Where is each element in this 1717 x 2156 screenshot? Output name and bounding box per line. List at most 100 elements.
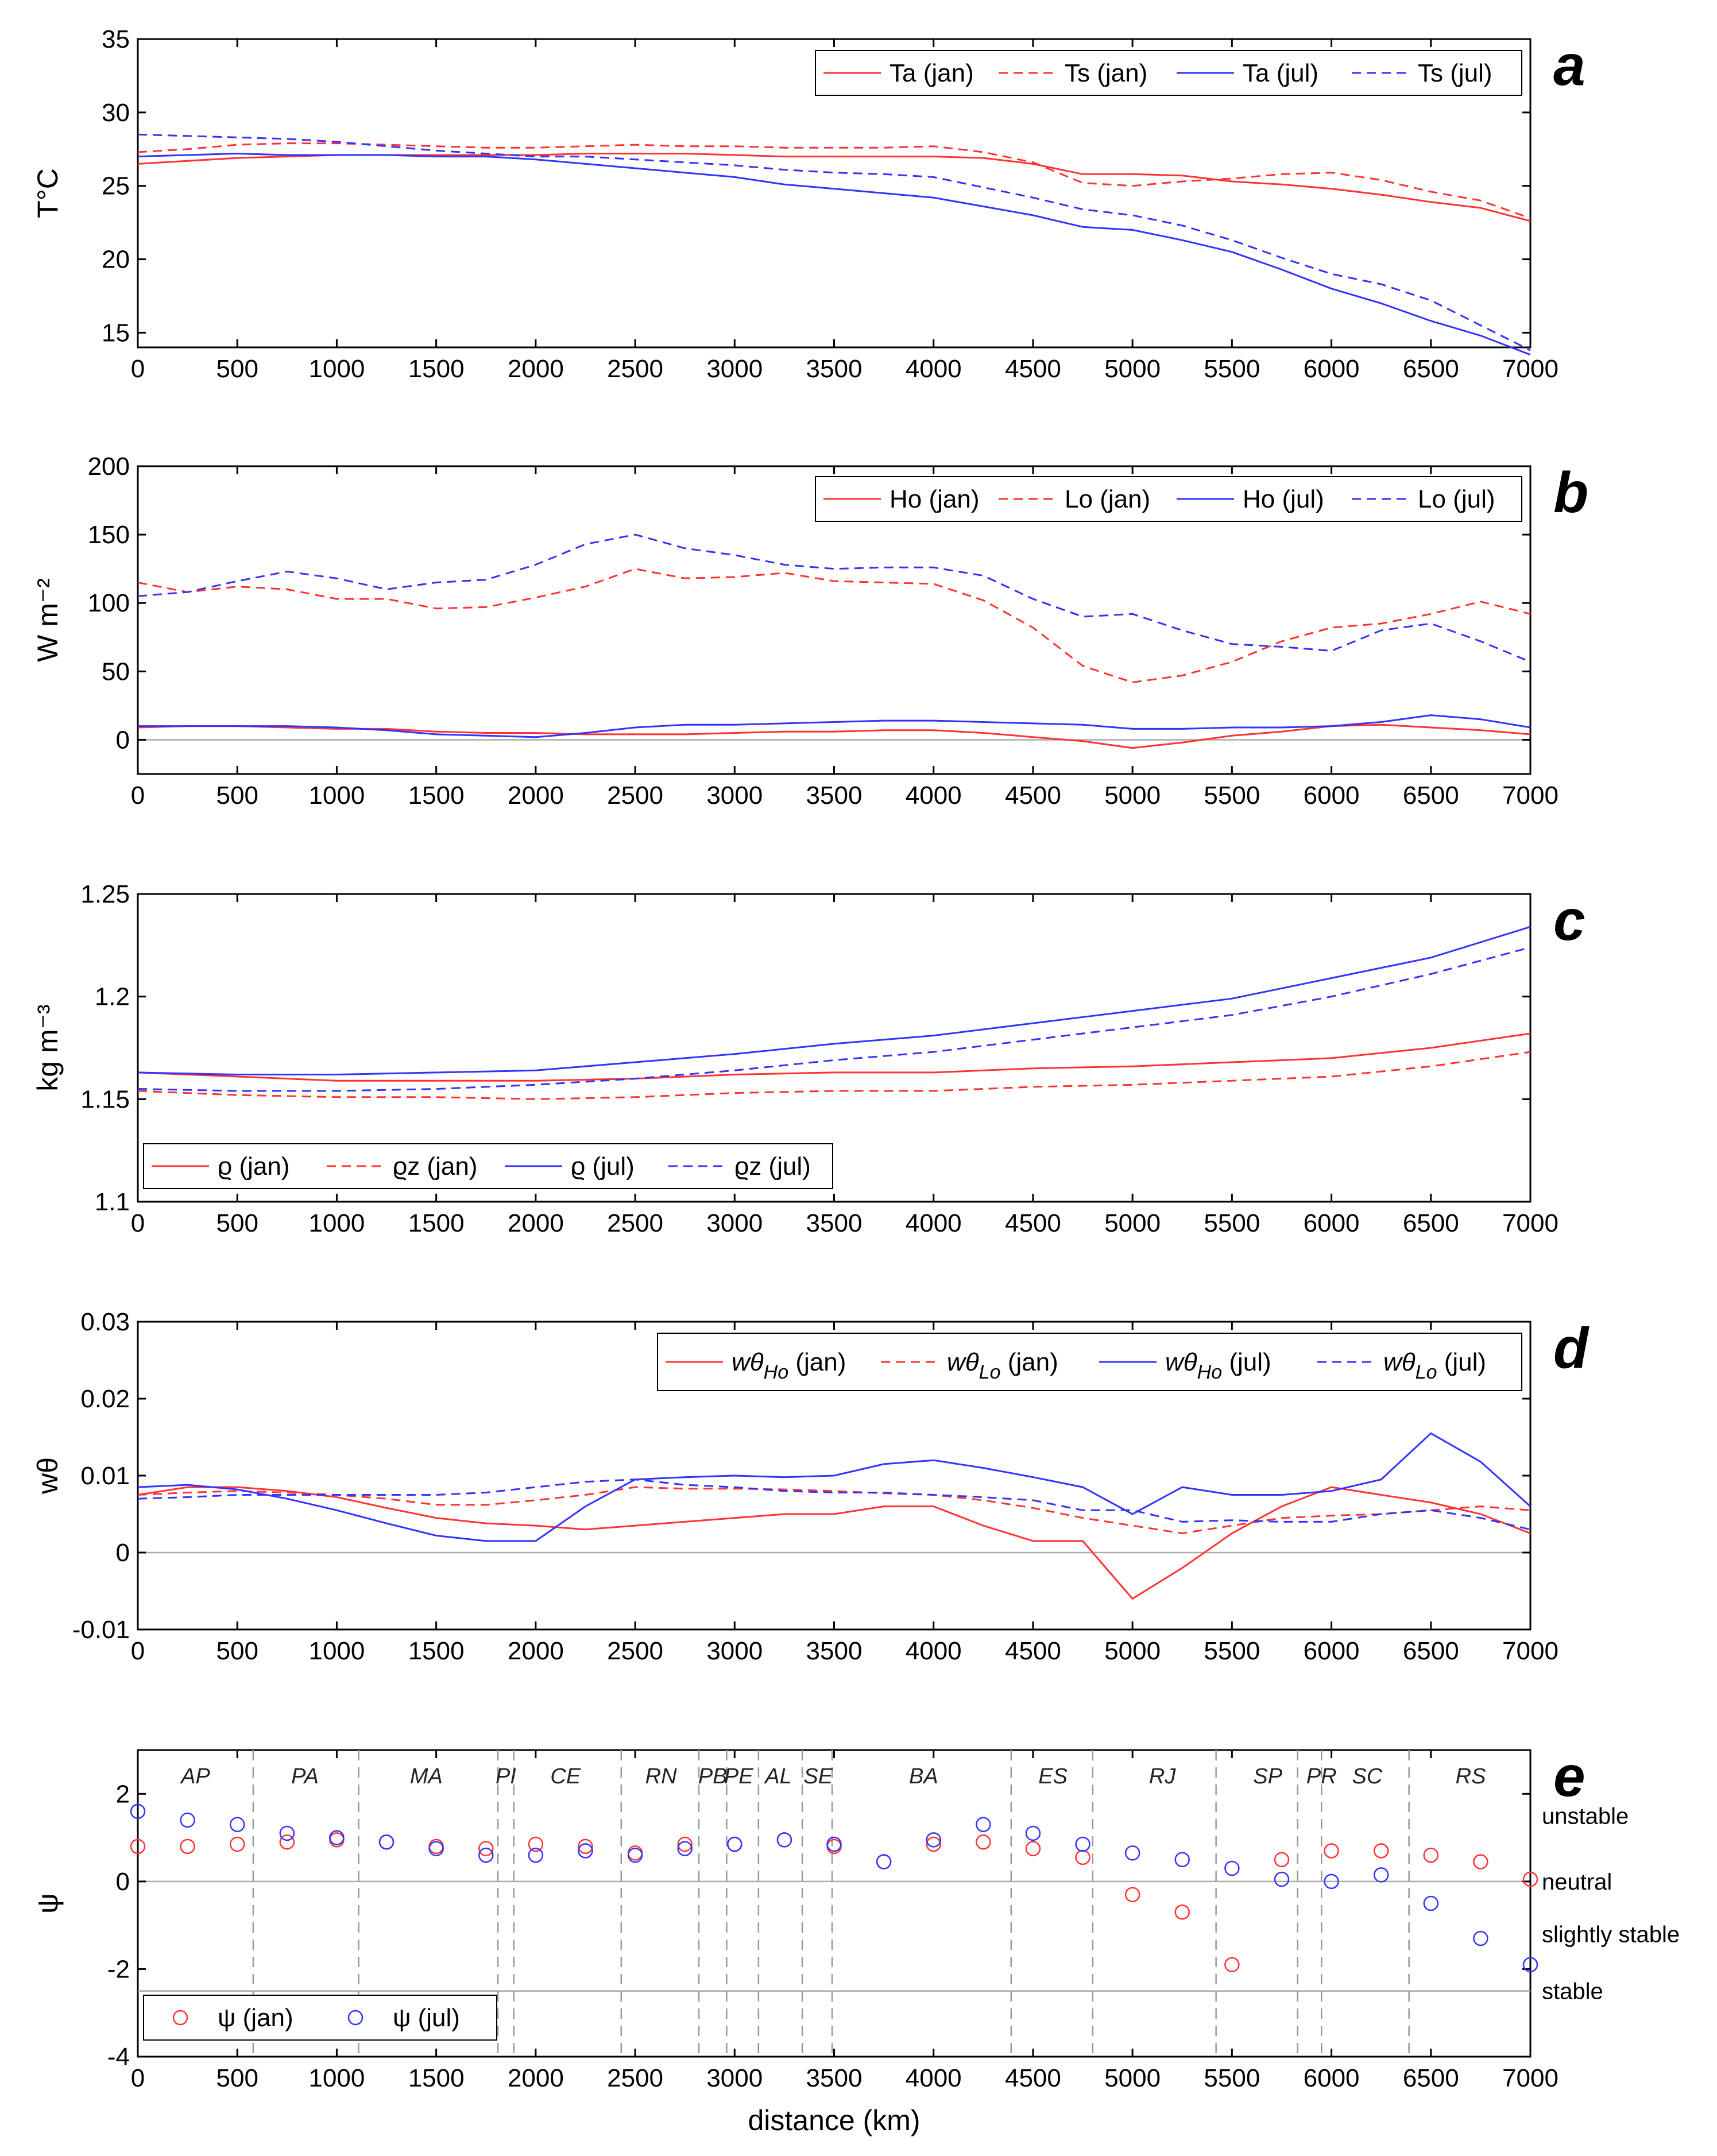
region-label-rj: RJ <box>1149 1764 1176 1789</box>
x-tick-label: 5000 <box>1104 355 1161 383</box>
x-tick-label: 4000 <box>906 781 962 810</box>
legend-swatch <box>347 2010 363 2026</box>
x-tick-label: 3000 <box>706 781 763 810</box>
x-tick-label: 500 <box>216 2064 258 2092</box>
y-tick-label: 0 <box>116 1868 130 1896</box>
legend-entry: ϱ (jan) <box>218 1152 289 1180</box>
x-tick-label: 4000 <box>906 1637 962 1665</box>
x-tick-label: 0 <box>131 2064 145 2092</box>
x-tick-label: 4000 <box>906 355 962 383</box>
x-tick-label: 6000 <box>1304 2064 1360 2092</box>
y-tick-label: 35 <box>102 25 130 53</box>
series-point-e-0 <box>1522 1871 1538 1887</box>
x-tick-label: 2000 <box>508 1209 564 1237</box>
region-label-es: ES <box>1038 1764 1068 1789</box>
y-axis-label-a: T°C <box>32 168 64 218</box>
legend-entry: wθLo (jul) <box>1383 1348 1486 1383</box>
series-point-e-1 <box>1522 1957 1538 1973</box>
series-point-e-1 <box>826 1836 842 1852</box>
y-tick-label: -4 <box>107 2043 130 2071</box>
series-point-e-0 <box>1373 1843 1389 1859</box>
legend-entry: ψ (jul) <box>393 2004 460 2032</box>
y-tick-label: -2 <box>107 1955 130 1983</box>
x-tick-label: 6500 <box>1403 355 1459 383</box>
x-tick-label: 1500 <box>408 355 465 383</box>
region-label-ma: MA <box>410 1764 443 1789</box>
y-tick-label: 1.25 <box>80 880 130 908</box>
y-tick-label: 100 <box>88 589 130 617</box>
series-line-b-1 <box>137 568 1531 683</box>
x-tick-label: 6500 <box>1403 1209 1459 1237</box>
x-tick-label: 0 <box>131 1637 145 1665</box>
x-tick-label: 3000 <box>706 2064 763 2092</box>
x-tick-label: 1000 <box>308 1209 365 1237</box>
y-tick-label: 30 <box>102 99 130 127</box>
x-tick-label: 5500 <box>1204 1209 1260 1237</box>
x-tick-label: 2500 <box>607 2064 663 2092</box>
x-tick-label: 1000 <box>308 2064 365 2092</box>
x-tick-label: 5000 <box>1104 2064 1161 2092</box>
y-tick-label: 0 <box>116 726 130 754</box>
y-tick-label: 1.15 <box>80 1085 130 1113</box>
series-point-e-1 <box>677 1841 693 1856</box>
x-tick-label: 6000 <box>1304 1209 1360 1237</box>
series-line-c-0 <box>137 1032 1531 1082</box>
series-point-e-1 <box>428 1841 444 1856</box>
legend-entry: Ta (jul) <box>1243 59 1318 87</box>
region-label-sp: SP <box>1253 1764 1282 1789</box>
x-tick-label: 5000 <box>1104 781 1161 810</box>
x-axis-label: distance (km) <box>748 2104 920 2136</box>
series-point-e-0 <box>1124 1887 1140 1902</box>
series-point-e-1 <box>478 1847 494 1863</box>
x-tick-label: 1500 <box>408 1209 465 1237</box>
x-tick-label: 4000 <box>906 2064 962 2092</box>
region-label-rs: RS <box>1456 1764 1486 1789</box>
x-tick-label: 7000 <box>1502 2064 1559 2092</box>
series-point-e-1 <box>279 1825 295 1841</box>
y-tick-label: 50 <box>102 657 130 686</box>
x-tick-label: 1500 <box>408 1637 465 1665</box>
y-axis-label-b: W m⁻² <box>32 578 64 662</box>
series-point-e-0 <box>677 1836 693 1852</box>
series-line-a-3 <box>137 133 1531 351</box>
series-point-e-1 <box>1423 1895 1439 1911</box>
series-point-e-1 <box>1174 1852 1190 1867</box>
series-point-e-1 <box>1025 1825 1041 1841</box>
x-tick-label: 6500 <box>1403 2064 1459 2092</box>
x-tick-label: 2000 <box>508 1637 564 1665</box>
legend-entry: ϱz (jan) <box>393 1152 477 1180</box>
x-tick-label: 2000 <box>508 2064 564 2092</box>
series-line-c-3 <box>137 946 1531 1092</box>
stability-label: unstable <box>1542 1803 1629 1829</box>
region-label-sc: SC <box>1352 1764 1383 1789</box>
legend-entry: Ta (jan) <box>890 59 974 87</box>
series-point-e-1 <box>528 1847 544 1863</box>
region-label-pe: PE <box>724 1764 753 1789</box>
region-label-pb: PB <box>698 1764 728 1789</box>
region-label-pr: PR <box>1306 1764 1337 1789</box>
x-tick-label: 4500 <box>1005 781 1061 810</box>
series-point-e-0 <box>976 1834 991 1850</box>
y-tick-label: 1.1 <box>95 1188 130 1216</box>
y-tick-label: 1.2 <box>95 983 130 1011</box>
series-point-e-0 <box>478 1841 494 1856</box>
y-axis-label-c: kg m⁻³ <box>32 1004 64 1091</box>
region-label-se: SE <box>803 1764 833 1789</box>
x-tick-label: 500 <box>216 781 258 810</box>
series-point-e-1 <box>130 1803 146 1820</box>
series-point-e-1 <box>329 1830 345 1845</box>
y-tick-label: 25 <box>102 172 130 200</box>
series-point-e-1 <box>378 1834 395 1850</box>
series-point-e-1 <box>229 1817 245 1832</box>
x-tick-label: 6000 <box>1304 355 1360 383</box>
region-label-ce: CE <box>550 1764 581 1789</box>
series-point-e-0 <box>578 1838 593 1855</box>
x-tick-label: 2500 <box>607 1209 663 1237</box>
legend-entry: Ho (jan) <box>890 485 980 513</box>
x-tick-label: 1000 <box>308 781 365 810</box>
x-tick-label: 5500 <box>1204 2064 1260 2092</box>
series-line-c-2 <box>137 926 1531 1075</box>
x-tick-label: 5500 <box>1204 355 1260 383</box>
legend-entry: Ts (jan) <box>1065 59 1147 87</box>
